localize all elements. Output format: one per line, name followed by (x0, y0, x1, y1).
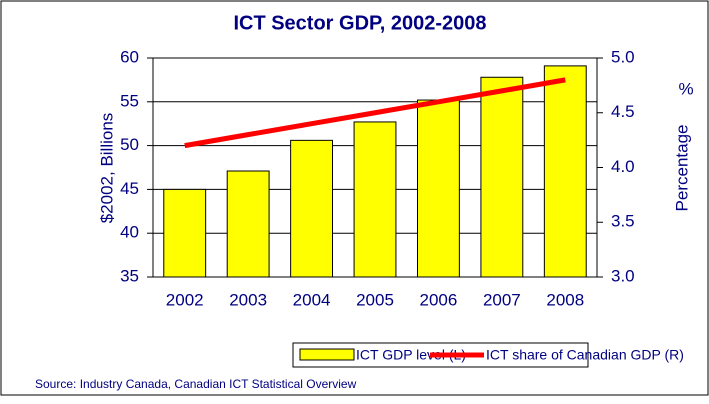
y-tick-label: 40 (120, 223, 139, 242)
x-tick-label: 2002 (166, 290, 204, 309)
y-tick-label: 35 (120, 266, 139, 285)
bar (353, 121, 397, 278)
chart-title: ICT Sector GDP, 2002-2008 (233, 12, 486, 34)
bar (543, 65, 587, 278)
x-tick-label: 2004 (293, 290, 331, 309)
bar (290, 139, 334, 278)
y2-axis-label: Percentage (672, 125, 691, 212)
x-tick-label: 2003 (229, 290, 267, 309)
x-tick-label: 2006 (420, 290, 458, 309)
y-tick-label: 50 (120, 135, 139, 154)
y-tick-label: 45 (120, 179, 139, 198)
legend-swatch (299, 348, 355, 361)
y2-tick-label: 4.0 (611, 157, 635, 176)
y2-tick-label: 5.0 (611, 47, 635, 66)
y2-unit: % (678, 79, 693, 98)
y-tick-label: 55 (120, 91, 139, 110)
y2-tick-label: 3.0 (611, 266, 635, 285)
line (184, 77, 566, 149)
x-tick-label: 2008 (546, 290, 584, 309)
x-tick-label: 2007 (483, 290, 521, 309)
y2-tick-label: 3.5 (611, 212, 635, 231)
source: Source: Industry Canada, Canadian ICT St… (35, 377, 357, 391)
y-axis-label: $2002, Billions (97, 113, 116, 224)
bar (416, 99, 460, 278)
bar (163, 188, 207, 278)
x-tick-label: 2005 (356, 290, 394, 309)
legend-label: ICT share of Canadian GDP (R) (486, 347, 684, 363)
bar (480, 76, 524, 278)
legend-label: ICT GDP level (L) (356, 347, 466, 363)
y-tick-label: 60 (120, 47, 139, 66)
bar (226, 170, 270, 278)
y2-tick-label: 4.5 (611, 102, 635, 121)
